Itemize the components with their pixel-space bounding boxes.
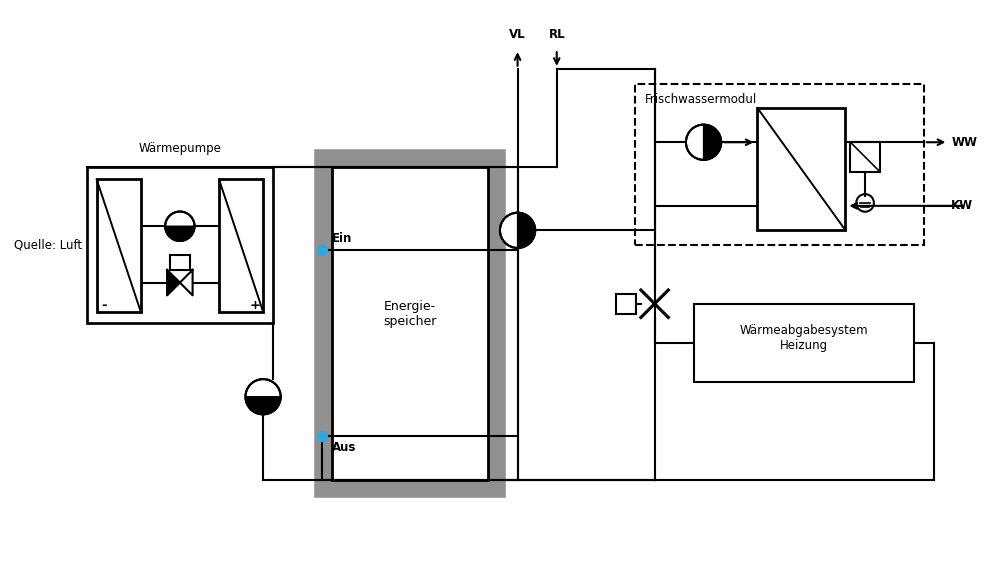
Text: Aus: Aus xyxy=(332,441,356,454)
Text: Wärmeabgabesystem
Heizung: Wärmeabgabesystem Heizung xyxy=(740,324,868,352)
Bar xyxy=(332,166,488,480)
Circle shape xyxy=(165,211,195,241)
Text: WW: WW xyxy=(951,135,977,149)
Bar xyxy=(317,152,503,495)
Bar xyxy=(87,166,273,324)
Bar xyxy=(616,294,636,314)
Text: Ein: Ein xyxy=(332,232,352,245)
Polygon shape xyxy=(167,270,180,296)
Bar xyxy=(694,304,914,382)
Text: RL: RL xyxy=(548,29,565,41)
Text: VL: VL xyxy=(509,29,526,41)
Circle shape xyxy=(686,124,721,160)
Polygon shape xyxy=(704,124,721,160)
Text: Energie-
speicher: Energie- speicher xyxy=(383,300,437,328)
Text: Quelle: Luft: Quelle: Luft xyxy=(14,238,82,252)
Bar xyxy=(170,255,190,270)
Bar xyxy=(635,84,924,245)
Text: +: + xyxy=(250,299,261,312)
Bar xyxy=(757,108,845,230)
Bar xyxy=(219,179,263,312)
Polygon shape xyxy=(245,397,281,415)
Polygon shape xyxy=(518,213,535,248)
Circle shape xyxy=(245,379,281,415)
Text: Frischwassermodul: Frischwassermodul xyxy=(645,93,757,106)
Text: KW: KW xyxy=(951,199,973,213)
Text: -: - xyxy=(102,299,107,312)
Bar xyxy=(850,142,880,172)
Bar xyxy=(97,179,141,312)
Polygon shape xyxy=(165,226,195,241)
Text: Wärmepumpe: Wärmepumpe xyxy=(138,142,221,155)
Circle shape xyxy=(500,213,535,248)
